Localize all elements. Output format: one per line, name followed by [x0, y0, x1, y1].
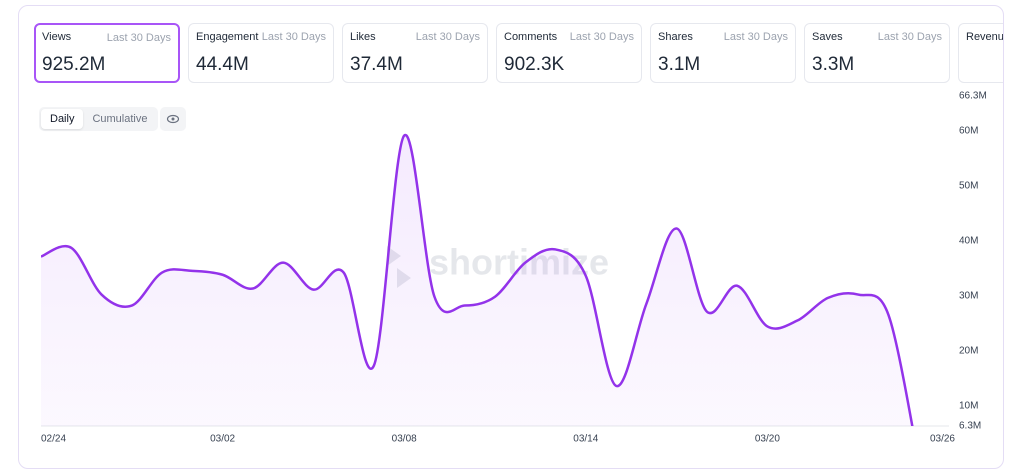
- y-tick-label: 66.3M: [959, 91, 987, 102]
- card-label: Engagement: [196, 31, 259, 43]
- cumulative-button[interactable]: Cumulative: [92, 113, 148, 125]
- card-label: Revenue: [966, 31, 1004, 43]
- x-tick-label: 03/26: [930, 434, 955, 445]
- metric-card[interactable]: Views Last 30 Days 925.2M: [34, 23, 180, 83]
- watermark: shortimize: [387, 242, 609, 288]
- card-period: Last 30 Days: [569, 31, 634, 43]
- card-label: Views: [42, 31, 72, 43]
- plot: [41, 134, 919, 426]
- x-tick-label: 03/14: [573, 434, 598, 445]
- metric-card[interactable]: Saves Last 30 Days 3.3M: [804, 23, 950, 83]
- y-tick-label: 50M: [959, 180, 978, 191]
- y-tick-label: 6.3M: [959, 421, 981, 432]
- metric-card[interactable]: Shares Last 30 Days 3.1M: [650, 23, 796, 83]
- card-value: 44.4M: [196, 54, 249, 75]
- card-value: 925.2M: [42, 54, 106, 75]
- x-tick-label: 02/24: [41, 434, 66, 445]
- card-value: 37.4M: [350, 54, 403, 75]
- x-tick-label: 03/08: [392, 434, 417, 445]
- y-tick-label: 60M: [959, 125, 978, 136]
- line: [41, 134, 914, 426]
- area: [41, 135, 919, 426]
- dashboard: Views Last 30 Days 925.2M Engagement Last 30…: [18, 5, 1004, 469]
- card-label: Shares: [658, 31, 693, 43]
- y-tick-label: 20M: [959, 345, 978, 356]
- visibility-button[interactable]: [160, 107, 186, 131]
- metric-card[interactable]: Comments Last 30 Days 902.3K: [496, 23, 642, 83]
- x-tick-label: 03/20: [755, 434, 780, 445]
- x-tick-label: 03/02: [210, 434, 235, 445]
- metric-card[interactable]: Revenue: [958, 23, 1004, 83]
- y-tick-label: 30M: [959, 290, 978, 301]
- card-value: 3.1M: [658, 54, 701, 75]
- card-period: Last 30 Days: [261, 31, 326, 43]
- y-tick-label: 10M: [959, 400, 978, 411]
- metric-card[interactable]: Likes Last 30 Days 37.4M: [342, 23, 488, 83]
- card-label: Comments: [504, 31, 558, 43]
- view-toggle[interactable]: Daily Cumulative: [39, 107, 159, 131]
- card-period: Last 30 Days: [106, 32, 171, 44]
- watermark-text: shortimize: [429, 242, 609, 283]
- card-period: Last 30 Days: [723, 31, 788, 43]
- metric-card[interactable]: Engagement Last 30 Days 44.4M: [188, 23, 334, 83]
- card-value: 3.3M: [812, 54, 855, 75]
- y-tick-label: 40M: [959, 235, 978, 246]
- eye-icon: [166, 114, 180, 124]
- card-value: 902.3K: [504, 54, 565, 75]
- daily-button[interactable]: Daily: [41, 109, 84, 129]
- card-label: Saves: [812, 31, 843, 43]
- card-period: Last 30 Days: [877, 31, 942, 43]
- card-label: Likes: [350, 31, 376, 43]
- card-period: Last 30 Days: [415, 31, 480, 43]
